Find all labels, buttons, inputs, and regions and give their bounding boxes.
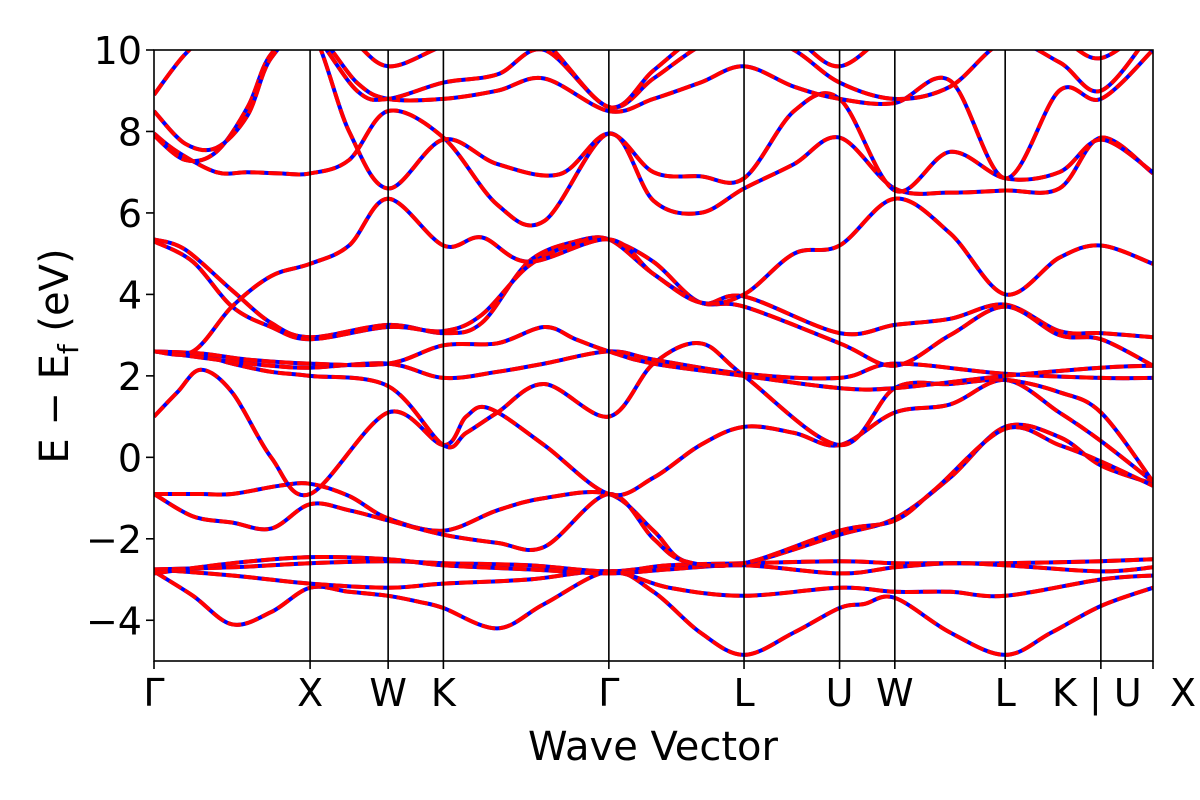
- y-tick-label-1: −4: [86, 599, 142, 643]
- high-symmetry-lines: [309, 50, 1102, 661]
- x-tick-label-8: W: [876, 671, 914, 715]
- band-line-overlay-7: [154, 367, 1153, 498]
- x-tick-label-2: X: [297, 671, 323, 715]
- x-axis-label: Wave Vector: [528, 724, 779, 770]
- x-tick-label-4: K: [431, 671, 457, 715]
- x-tick-label-3: W: [369, 671, 407, 715]
- x-tick-label-5: Γ: [598, 671, 619, 715]
- band-line-18: [360, 50, 1122, 110]
- x-tick-label-6: L: [733, 671, 754, 715]
- y-axis-label-main: E − E: [32, 354, 78, 464]
- y-tick-label-7: 8: [118, 110, 142, 154]
- y-tick-label-8: 10: [94, 29, 142, 73]
- y-axis-label: E − Ef (eV): [32, 248, 85, 463]
- band-line-overlay-4: [154, 554, 1153, 576]
- band-line-overlay-10: [154, 324, 1153, 392]
- x-tick-label-7: U: [826, 671, 854, 715]
- band-line-8: [154, 341, 1153, 483]
- band-line-overlay-2: [154, 567, 1153, 599]
- x-tick-label-10: K | U: [1052, 671, 1142, 716]
- y-tick-label-2: −2: [86, 518, 142, 562]
- y-tick-label-4: 2: [118, 355, 142, 399]
- band-lines: [154, 50, 1153, 657]
- y-tick-label-5: 4: [118, 273, 142, 317]
- plot-frame: [153, 49, 1154, 662]
- band-line-overlay-9: [154, 349, 1153, 381]
- y-tick-label-6: 6: [118, 192, 142, 236]
- x-tick-label-11: X: [1170, 671, 1196, 715]
- band-line-overlay-16: [154, 50, 1153, 181]
- y-axis-label-unit: (eV): [32, 248, 78, 344]
- band-line-overlay-15: [154, 50, 1153, 194]
- x-tick-label-9: L: [995, 671, 1016, 715]
- y-axis-label-subscript: f: [52, 343, 85, 354]
- x-tick-label-1: Γ: [143, 671, 164, 715]
- y-axis-ticks: −4 −2 0 2 4 6 8 10: [86, 29, 154, 643]
- band-line-overlay-13: [154, 196, 1153, 357]
- y-tick-label-3: 0: [118, 436, 142, 480]
